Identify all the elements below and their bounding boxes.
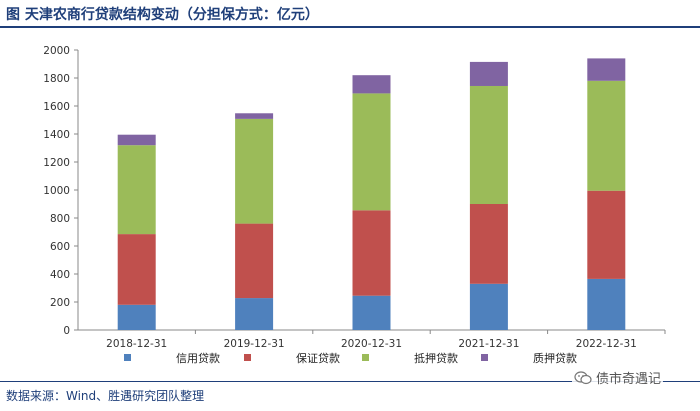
y-tick-label: 1400 xyxy=(43,129,70,141)
legend-label: 抵押贷款 xyxy=(414,351,458,365)
watermark-text: 债市奇遇记 xyxy=(596,372,662,387)
bar-segment xyxy=(587,190,626,279)
x-tick-label: 2018-12-31 xyxy=(106,338,167,350)
y-tick-label: 1600 xyxy=(43,101,70,113)
legend-label: 信用贷款 xyxy=(176,351,220,365)
wechat-icon xyxy=(574,370,592,384)
legend-label: 质押贷款 xyxy=(533,351,577,365)
bar-segment xyxy=(235,223,274,299)
source-note: 数据来源：Wind、胜遇研究团队整理 xyxy=(6,389,205,403)
bar-segment xyxy=(587,278,626,330)
bar-segment xyxy=(117,134,156,146)
bar-segment xyxy=(117,145,156,235)
y-tick-label: 200 xyxy=(50,297,70,309)
legend-swatch xyxy=(362,354,369,361)
bar-segment xyxy=(352,75,391,94)
y-tick-label: 800 xyxy=(50,213,70,225)
bar-segment xyxy=(117,234,156,305)
title-bar: 图 天津农商行贷款结构变动（分担保方式：亿元） xyxy=(0,0,700,28)
bar-segment xyxy=(352,210,391,296)
y-tick-label: 0 xyxy=(63,325,70,337)
x-tick-label: 2020-12-31 xyxy=(341,338,402,350)
y-tick-label: 600 xyxy=(50,241,70,253)
watermark: 债市奇遇记 xyxy=(572,368,664,387)
y-tick-label: 2000 xyxy=(43,45,70,57)
bar-segment xyxy=(469,85,508,204)
bar-segment xyxy=(117,304,156,330)
bar-segment xyxy=(352,295,391,330)
y-tick-label: 1800 xyxy=(43,73,70,85)
legend-swatch xyxy=(244,354,251,361)
stacked-bar-chart: 0 200 400 600 800 1000 1200 1400 1600 1800 2000 201… xyxy=(43,45,666,365)
x-tick-label: 2019-12-31 xyxy=(224,338,285,350)
bar-segment xyxy=(469,61,508,86)
bar-segment xyxy=(352,93,391,211)
y-tick-label: 1000 xyxy=(43,185,70,197)
bar-segment xyxy=(235,118,274,224)
bar-segment xyxy=(469,283,508,330)
legend-swatch xyxy=(481,354,488,361)
y-tick-label: 1200 xyxy=(43,157,70,169)
x-tick-label: 2021-12-31 xyxy=(458,338,519,350)
legend-label: 保证贷款 xyxy=(296,351,340,365)
bar-segment xyxy=(587,80,626,191)
chart-title: 图 天津农商行贷款结构变动（分担保方式：亿元） xyxy=(6,7,319,23)
bar-segment xyxy=(587,58,626,81)
footer-divider xyxy=(0,381,700,382)
bar-segment xyxy=(469,204,508,284)
legend-swatch xyxy=(124,354,131,361)
bar-segment xyxy=(235,298,274,330)
y-tick-label: 400 xyxy=(50,269,70,281)
bar-segment xyxy=(235,113,274,119)
x-tick-label: 2022-12-31 xyxy=(576,338,637,350)
